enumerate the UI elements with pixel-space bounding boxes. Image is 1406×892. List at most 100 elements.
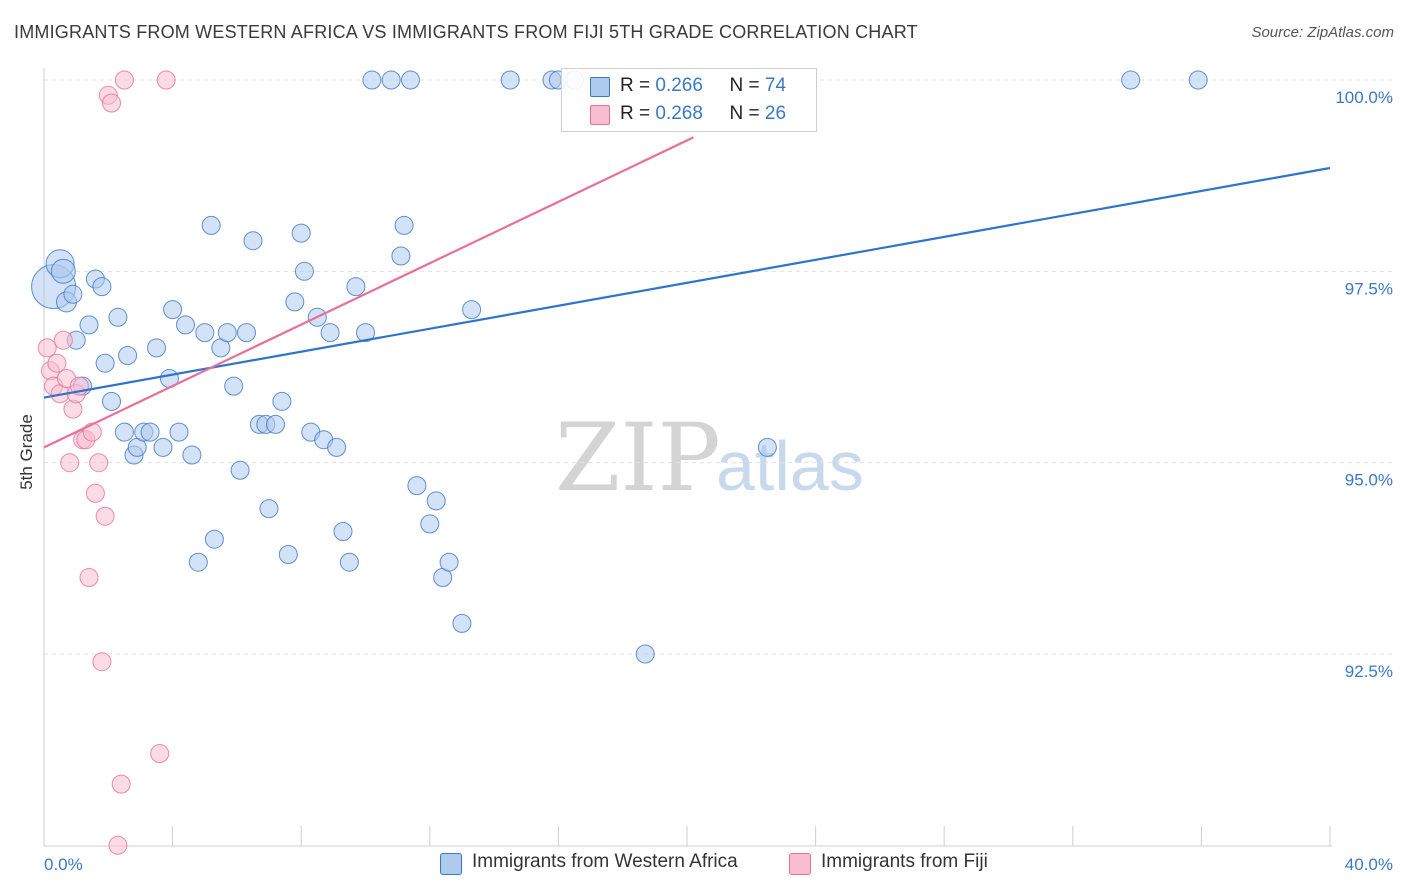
pink-r-value: 0.268: [655, 103, 703, 124]
y-tick-label: 92.5%: [1345, 662, 1393, 681]
point-western-africa: [163, 300, 183, 320]
watermark-zip: ZIP: [555, 404, 721, 513]
western-africa-swatch: [440, 853, 462, 875]
point-western-africa: [182, 445, 202, 465]
legend-row-blue: R = 0.266 N = 74: [620, 75, 786, 99]
r-label: R =: [620, 75, 651, 96]
point-western-africa: [426, 491, 446, 511]
n-label: N =: [729, 103, 760, 124]
point-western-africa: [108, 307, 128, 327]
y-tick-label: 100.0%: [1335, 88, 1393, 107]
point-western-africa: [188, 552, 208, 572]
point-western-africa: [237, 323, 256, 343]
point-western-africa: [439, 552, 459, 572]
point-western-africa: [217, 323, 237, 343]
point-fiji: [60, 453, 80, 473]
point-western-africa: [285, 292, 305, 312]
point-fiji: [47, 353, 67, 373]
stats-legend: R = 0.266 N = 74 R = 0.268 N = 26: [561, 68, 817, 132]
point-western-africa: [362, 70, 382, 90]
y-tick-label: 97.5%: [1345, 279, 1393, 298]
legend-row-pink: R = 0.268 N = 26: [620, 103, 786, 127]
x-tick-labels: 0.0% 40.0%: [44, 855, 1393, 874]
point-fiji: [92, 652, 112, 672]
point-fiji: [102, 93, 121, 113]
point-western-africa: [635, 644, 655, 664]
point-western-africa: [394, 215, 414, 235]
blue-r-value: 0.266: [655, 75, 703, 96]
r-label: R =: [620, 103, 651, 124]
series-western-africa-points: [31, 70, 1208, 664]
blue-swatch: [590, 77, 610, 97]
chart-title: IMMIGRANTS FROM WESTERN AFRICA VS IMMIGR…: [14, 22, 918, 42]
point-fiji: [95, 506, 115, 526]
point-western-africa: [320, 323, 340, 343]
point-western-africa: [452, 613, 472, 633]
point-western-africa: [79, 315, 99, 335]
point-fiji: [114, 70, 134, 90]
fiji-label: Immigrants from Fiji: [821, 851, 988, 872]
point-western-africa: [114, 422, 134, 442]
series-fiji-points: [37, 70, 176, 855]
trend-line-western-africa: [43, 166, 1331, 399]
n-label: N =: [729, 75, 760, 96]
point-western-africa: [1121, 70, 1141, 90]
y-axis-label: 5th Grade: [17, 414, 36, 490]
trend-line-fiji: [43, 136, 694, 449]
point-western-africa: [195, 323, 215, 343]
western-africa-label: Immigrants from Western Africa: [472, 851, 738, 872]
trend-lines: [43, 136, 1331, 449]
point-western-africa: [291, 223, 311, 243]
point-western-africa: [224, 376, 244, 396]
point-western-africa: [153, 437, 173, 457]
point-western-africa: [401, 70, 420, 90]
point-fiji: [89, 453, 109, 473]
point-western-africa: [391, 246, 411, 266]
point-fiji: [111, 774, 131, 794]
point-western-africa: [327, 437, 347, 457]
blue-n-value: 74: [764, 75, 787, 96]
point-western-africa: [50, 258, 76, 284]
point-western-africa: [118, 346, 138, 365]
point-western-africa: [1188, 70, 1208, 90]
point-fiji: [82, 422, 102, 442]
point-western-africa: [140, 422, 160, 442]
pink-swatch: [590, 105, 610, 125]
point-western-africa: [176, 315, 195, 335]
point-western-africa: [169, 422, 189, 442]
point-fiji: [108, 835, 128, 855]
point-western-africa: [230, 460, 250, 480]
grid-lines: [44, 79, 1392, 655]
x-tick-label-max: 40.0%: [1345, 855, 1393, 874]
point-western-africa: [272, 391, 292, 411]
point-western-africa: [407, 476, 427, 496]
point-western-africa: [356, 323, 375, 343]
point-western-africa: [95, 353, 115, 373]
y-tick-labels: 92.5% 95.0% 97.5% 100.0%: [1335, 88, 1393, 681]
point-western-africa: [147, 338, 166, 358]
point-western-africa: [63, 284, 83, 304]
point-western-africa: [500, 70, 520, 90]
x-tick-label-min: 0.0%: [44, 855, 83, 874]
point-western-africa: [204, 529, 224, 549]
point-western-africa: [333, 522, 353, 541]
y-tick-label: 95.0%: [1345, 471, 1393, 490]
point-fiji: [85, 483, 105, 503]
fiji-swatch: [789, 853, 811, 875]
pink-n-value: 26: [764, 103, 787, 124]
point-western-africa: [757, 437, 777, 457]
point-western-africa: [92, 277, 112, 297]
watermark: ZIP atlas: [555, 404, 864, 513]
point-western-africa: [266, 414, 285, 434]
point-western-africa: [259, 499, 279, 519]
point-western-africa: [102, 391, 121, 411]
source-label: Source: ZipAtlas.com: [1251, 24, 1394, 41]
point-western-africa: [346, 277, 366, 297]
point-fiji: [53, 330, 73, 350]
axes: [43, 68, 1332, 847]
point-fiji: [37, 338, 57, 358]
point-western-africa: [201, 215, 221, 235]
point-western-africa: [381, 70, 401, 90]
point-western-africa: [243, 231, 263, 251]
